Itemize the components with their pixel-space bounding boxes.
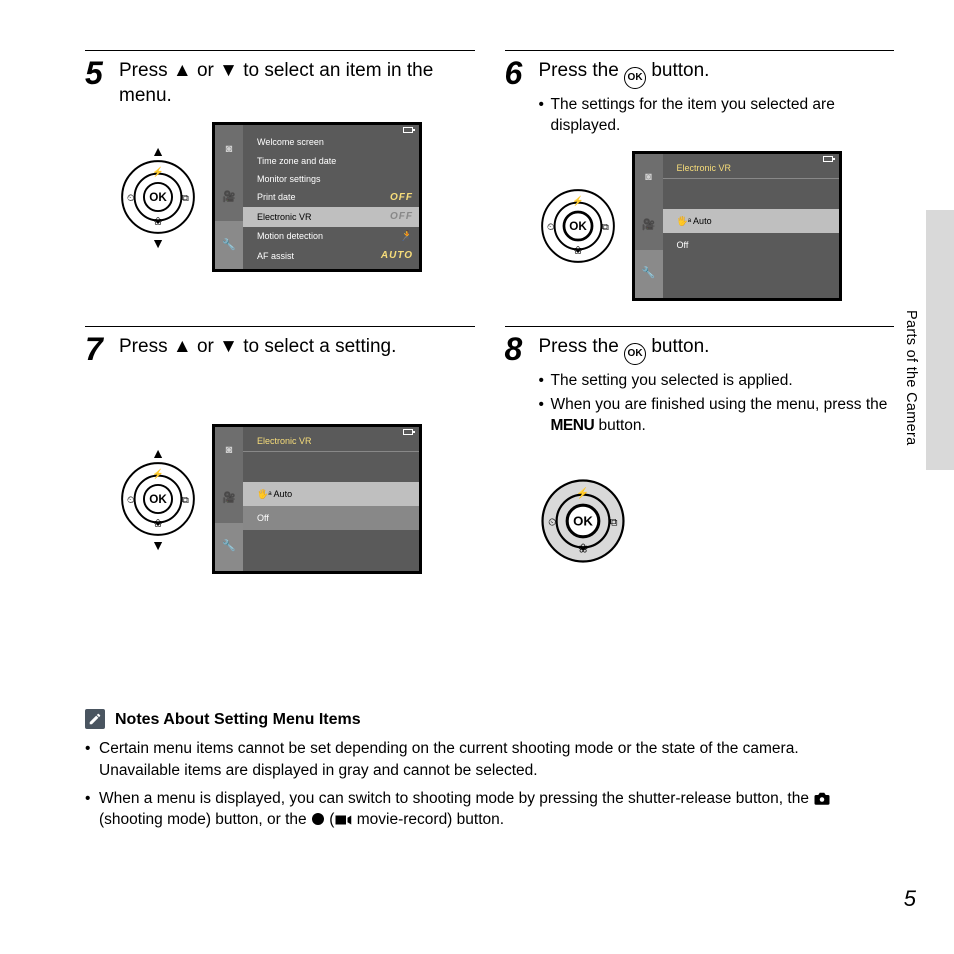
- svg-text:⏲: ⏲: [127, 193, 134, 203]
- step-text: Press ▲ or ▼ to select a setting.: [119, 335, 475, 360]
- menu-word: MENU: [551, 417, 595, 434]
- step-number: 6: [505, 59, 539, 88]
- step-bullets: The settings for the item you selected a…: [539, 95, 895, 137]
- bullet-item: When you are finished using the menu, pr…: [539, 395, 895, 437]
- ok-button-icon: OK: [624, 67, 646, 89]
- up-triangle-icon: ▲: [151, 446, 165, 460]
- svg-text:⚡: ⚡: [152, 468, 164, 480]
- movie-record-icon: [334, 814, 352, 826]
- record-dot-icon: [311, 812, 325, 826]
- step-text: Press the OK button.: [539, 335, 895, 365]
- lcd-row: Time zone and date: [243, 152, 419, 170]
- svg-text:⚡: ⚡: [576, 486, 589, 499]
- camera-tab-icon: ◙: [215, 427, 243, 475]
- lcd-row: Off: [243, 506, 419, 530]
- svg-text:⧉: ⧉: [182, 193, 189, 203]
- multi-selector-illustration: ▲ OK ⚡ ❀ ⏲ ⧉ ▼: [119, 446, 197, 552]
- camera-icon: [813, 791, 831, 805]
- lcd-row: 🖐ᵃ Auto: [663, 209, 839, 233]
- lcd-row: Print dateOFF: [243, 188, 419, 208]
- down-triangle-icon: ▼: [219, 336, 238, 357]
- lcd-row: Motion detection🏃: [243, 227, 419, 247]
- svg-text:OK: OK: [149, 191, 167, 204]
- notes-title-text: Notes About Setting Menu Items: [115, 709, 361, 731]
- svg-text:OK: OK: [573, 513, 593, 528]
- camera-tab-icon: ◙: [635, 154, 663, 202]
- lcd-screen-setting: ◙ 🎥 🔧 Electronic VR 🖐ᵃ Auto Off: [632, 151, 842, 301]
- step-5: 5 Press ▲ or ▼ to select an item in the …: [85, 50, 475, 326]
- lcd-screen-setting: ◙ 🎥 🔧 Electronic VR 🖐ᵃ Auto Off: [212, 424, 422, 574]
- ok-button-icon: OK: [624, 343, 646, 365]
- step-8: 8 Press the OK button. The setting you s…: [505, 326, 895, 599]
- lcd-row: Welcome screen: [243, 133, 419, 151]
- section-label: Parts of the Camera: [900, 310, 920, 445]
- multi-selector-illustration: ▲ OK ⚡ ❀ ⏲ ⧉ ▼: [119, 144, 197, 250]
- notes-item: When a menu is displayed, you can switch…: [85, 788, 854, 831]
- lcd-header: Electronic VR: [243, 435, 419, 452]
- multi-selector-illustration: OK ⚡ ❀ ⏲ ⧉: [539, 187, 617, 265]
- svg-text:❀: ❀: [573, 245, 582, 257]
- svg-text:⏲: ⏲: [547, 222, 554, 232]
- notes-item: Certain menu items cannot be set dependi…: [85, 738, 854, 781]
- lcd-row: Off: [663, 233, 839, 257]
- step-text: Press ▲ or ▼ to select an item in the me…: [119, 59, 475, 108]
- step-bullets: The setting you selected is applied. Whe…: [539, 371, 895, 437]
- svg-text:⚡: ⚡: [152, 167, 164, 179]
- setup-tab-icon: 🔧: [635, 250, 663, 298]
- svg-text:⏲: ⏲: [127, 495, 134, 505]
- svg-text:OK: OK: [149, 493, 167, 506]
- lcd-header: Electronic VR: [663, 162, 839, 179]
- lcd-screen-menu: ◙ 🎥 🔧 Welcome screenTime zone and dateMo…: [212, 122, 422, 272]
- up-triangle-icon: ▲: [173, 60, 192, 81]
- pencil-icon: [85, 709, 105, 729]
- down-triangle-icon: ▼: [219, 60, 238, 81]
- lcd-row: Monitor settings: [243, 170, 419, 188]
- step-7: 7 Press ▲ or ▼ to select a setting. ▲ OK…: [85, 326, 475, 599]
- page-side-tab: [926, 210, 954, 470]
- lcd-row: Electronic VROFF: [243, 207, 419, 227]
- down-triangle-icon: ▼: [151, 236, 165, 250]
- bullet-item: The settings for the item you selected a…: [539, 95, 895, 137]
- setup-tab-icon: 🔧: [215, 523, 243, 571]
- lcd-row: 🖐ᵃ Auto: [243, 482, 419, 506]
- movie-tab-icon: 🎥: [635, 202, 663, 250]
- svg-text:OK: OK: [569, 220, 587, 233]
- step-number: 5: [85, 59, 119, 88]
- down-triangle-icon: ▼: [151, 538, 165, 552]
- svg-text:❀: ❀: [153, 216, 162, 228]
- multi-selector-illustration: OK ⚡ ❀ ⏲ ⧉: [539, 477, 627, 565]
- movie-tab-icon: 🎥: [215, 475, 243, 523]
- up-triangle-icon: ▲: [151, 144, 165, 158]
- setup-tab-icon: 🔧: [215, 221, 243, 269]
- svg-text:❀: ❀: [153, 518, 162, 530]
- lcd-row: AF assistAUTO: [243, 246, 419, 266]
- svg-text:⏲: ⏲: [548, 516, 556, 528]
- camera-tab-icon: ◙: [215, 125, 243, 173]
- movie-tab-icon: 🎥: [215, 173, 243, 221]
- svg-text:⧉: ⧉: [610, 516, 618, 528]
- svg-text:⧉: ⧉: [601, 222, 608, 232]
- svg-text:⚡: ⚡: [572, 195, 584, 207]
- page-number: 5: [904, 884, 916, 914]
- step-number: 7: [85, 335, 119, 364]
- steps-grid: 5 Press ▲ or ▼ to select an item in the …: [85, 50, 894, 599]
- up-triangle-icon: ▲: [173, 336, 192, 357]
- step-number: 8: [505, 335, 539, 364]
- svg-text:⧉: ⧉: [182, 495, 189, 505]
- svg-text:❀: ❀: [577, 541, 587, 555]
- step-text: Press the OK button.: [539, 59, 895, 89]
- notes-section: Notes About Setting Menu Items Certain m…: [85, 709, 894, 831]
- step-6: 6 Press the OK button. The settings for …: [505, 50, 895, 326]
- bullet-item: The setting you selected is applied.: [539, 371, 895, 392]
